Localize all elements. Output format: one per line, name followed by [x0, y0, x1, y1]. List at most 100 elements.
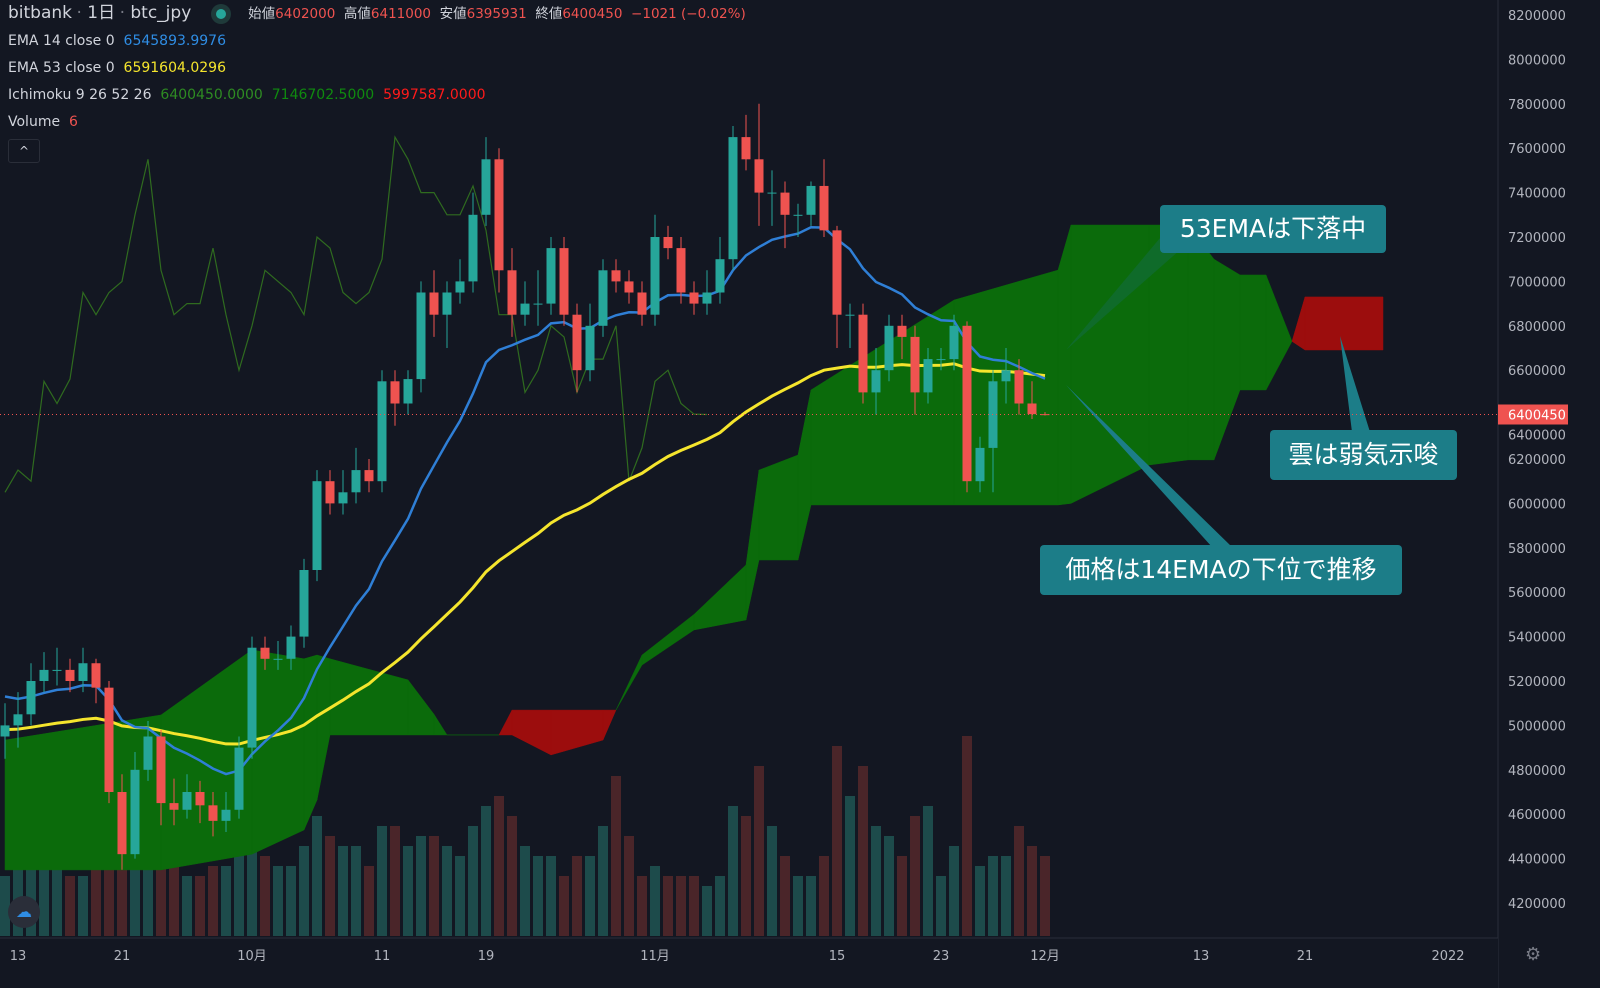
- candle-down[interactable]: [1014, 370, 1024, 404]
- time-tick-label: 21: [1297, 949, 1314, 964]
- candle-up[interactable]: [533, 303, 543, 305]
- candle-up[interactable]: [0, 725, 10, 737]
- gear-icon[interactable]: ⚙: [1525, 944, 1542, 965]
- candle-up[interactable]: [468, 214, 478, 282]
- candle-up[interactable]: [26, 681, 36, 715]
- candle-down[interactable]: [897, 325, 907, 337]
- interval[interactable]: 1日: [87, 3, 116, 23]
- candle-up[interactable]: [247, 647, 257, 748]
- candle-down[interactable]: [676, 248, 686, 293]
- candle-down[interactable]: [754, 159, 764, 193]
- candle-up[interactable]: [221, 809, 231, 821]
- candle-down[interactable]: [494, 159, 504, 271]
- candle-up[interactable]: [481, 159, 491, 215]
- candle-up[interactable]: [520, 303, 530, 315]
- candle-up[interactable]: [338, 492, 348, 504]
- candle-up[interactable]: [598, 270, 608, 326]
- ema14-legend[interactable]: EMA 14 close 0 6545893.9976: [8, 33, 226, 49]
- candle-up[interactable]: [728, 137, 738, 260]
- candle-down[interactable]: [572, 314, 582, 371]
- candle-up[interactable]: [715, 259, 725, 293]
- time-axis[interactable]: [0, 938, 1498, 988]
- candle-down[interactable]: [364, 470, 374, 482]
- ichimoku-legend[interactable]: Ichimoku 9 26 52 26 6400450.0000 7146702…: [8, 87, 486, 103]
- tradingview-logo-icon[interactable]: ☁: [8, 896, 40, 928]
- candle-up[interactable]: [143, 736, 153, 770]
- candle-up[interactable]: [702, 292, 712, 304]
- candle-down[interactable]: [91, 663, 101, 688]
- candle-down[interactable]: [663, 237, 673, 249]
- volume-bar: [117, 806, 127, 936]
- candle-up[interactable]: [442, 292, 452, 315]
- candle-down[interactable]: [611, 270, 621, 282]
- candle-down[interactable]: [832, 230, 842, 315]
- candle-up[interactable]: [793, 214, 803, 216]
- candle-up[interactable]: [585, 325, 595, 371]
- candle-up[interactable]: [52, 669, 62, 671]
- candle-down[interactable]: [1027, 403, 1037, 415]
- candle-up[interactable]: [299, 570, 309, 637]
- candle-down[interactable]: [169, 803, 179, 810]
- candle-up[interactable]: [949, 325, 959, 360]
- candle-down[interactable]: [65, 669, 75, 681]
- candle-up[interactable]: [871, 370, 881, 393]
- volume-bar: [702, 886, 712, 936]
- candle-up[interactable]: [884, 325, 894, 371]
- candle-up[interactable]: [182, 792, 192, 810]
- callout-ema14: 価格は14EMAの下位で推移: [1040, 545, 1402, 595]
- candle-down[interactable]: [195, 792, 205, 806]
- candle-up[interactable]: [403, 379, 413, 404]
- candle-up[interactable]: [312, 481, 322, 570]
- candle-up[interactable]: [923, 359, 933, 393]
- candle-down[interactable]: [962, 325, 972, 482]
- candle-up[interactable]: [936, 359, 946, 361]
- candle-up[interactable]: [845, 314, 855, 316]
- time-tick-label: 13: [1193, 949, 1210, 964]
- candle-up[interactable]: [455, 281, 465, 293]
- candle-up[interactable]: [234, 747, 244, 810]
- candle-down[interactable]: [429, 292, 439, 315]
- cloud-bullish-segment: [758, 454, 799, 561]
- candle-down[interactable]: [741, 137, 751, 160]
- price-axis[interactable]: [1498, 0, 1600, 988]
- volume-legend[interactable]: Volume 6: [8, 114, 78, 130]
- candle-up[interactable]: [767, 192, 777, 194]
- candle-up[interactable]: [377, 381, 387, 482]
- candle-up[interactable]: [351, 470, 361, 493]
- candle-down[interactable]: [689, 292, 699, 304]
- volume-bars: [0, 736, 1050, 936]
- candle-down[interactable]: [624, 281, 634, 293]
- candle-up[interactable]: [546, 248, 556, 304]
- candle-up[interactable]: [416, 292, 426, 380]
- chevron-up-icon[interactable]: ^: [8, 139, 40, 163]
- candle-up[interactable]: [78, 663, 88, 681]
- candle-up[interactable]: [130, 769, 140, 855]
- candle-down[interactable]: [507, 270, 517, 315]
- candle-down[interactable]: [858, 314, 868, 393]
- candle-up[interactable]: [286, 636, 296, 659]
- candle-down[interactable]: [910, 336, 920, 393]
- candle-down[interactable]: [390, 381, 400, 404]
- candle-up[interactable]: [273, 658, 283, 660]
- candle-down[interactable]: [637, 292, 647, 315]
- candle-up[interactable]: [650, 237, 660, 315]
- candle-down[interactable]: [156, 736, 166, 804]
- candle-down[interactable]: [780, 192, 790, 215]
- symbol[interactable]: btc_jpy: [130, 3, 192, 23]
- candle-down[interactable]: [104, 687, 114, 792]
- candle-up[interactable]: [1001, 370, 1011, 382]
- price-tick-label: 8000000: [1508, 53, 1566, 68]
- candle-up[interactable]: [39, 669, 49, 681]
- candle-down[interactable]: [208, 805, 218, 821]
- candle-down[interactable]: [819, 185, 829, 231]
- candle-up[interactable]: [13, 714, 23, 726]
- candle-down[interactable]: [260, 647, 270, 659]
- candle-up[interactable]: [806, 185, 816, 215]
- candle-down[interactable]: [117, 792, 127, 855]
- candle-up[interactable]: [975, 447, 985, 482]
- candle-down[interactable]: [559, 248, 569, 315]
- volume-bar: [598, 826, 608, 936]
- ema53-legend[interactable]: EMA 53 close 0 6591604.0296: [8, 60, 226, 76]
- candle-down[interactable]: [325, 481, 335, 504]
